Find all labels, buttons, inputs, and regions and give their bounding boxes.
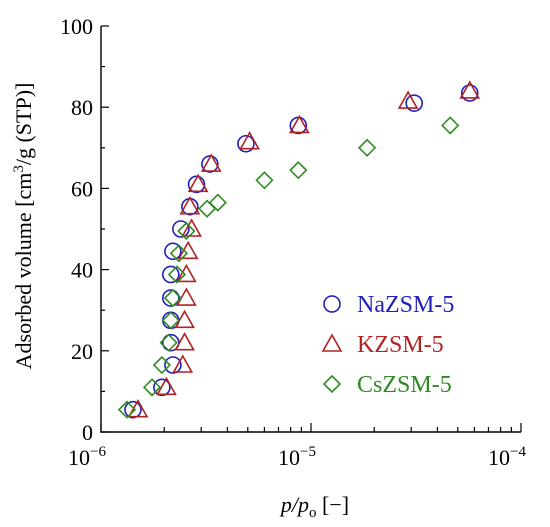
data-point bbox=[288, 114, 310, 134]
x-tick-label: 10−5 bbox=[278, 444, 316, 470]
data-point bbox=[187, 175, 206, 194]
data-point bbox=[357, 138, 377, 157]
legend-label: CsZSM-5 bbox=[357, 372, 452, 398]
data-point bbox=[117, 400, 137, 419]
legend-label: KZSM-5 bbox=[357, 332, 444, 358]
x-axis-label-main: p/p bbox=[279, 492, 309, 517]
x-axis-label-suffix: [−] bbox=[317, 492, 350, 517]
y-axis-ticks: 0 20 40 60 80 100 bbox=[60, 14, 109, 445]
data-point bbox=[177, 221, 196, 241]
data-point bbox=[159, 333, 178, 352]
data-point bbox=[169, 244, 189, 263]
data-point bbox=[172, 220, 190, 238]
data-point bbox=[124, 400, 142, 419]
y-axis-label-prefix: Adsorbed volume [cm bbox=[11, 173, 36, 370]
y-tick-label: 20 bbox=[71, 339, 93, 364]
data-point bbox=[181, 218, 202, 237]
data-point bbox=[163, 288, 183, 308]
data-point bbox=[162, 289, 180, 307]
data-point bbox=[174, 332, 195, 351]
legend-marker bbox=[321, 333, 343, 352]
y-tick-label: 40 bbox=[71, 258, 93, 283]
x-axis-label: p/po [−] bbox=[279, 492, 349, 521]
y-tick-label: 60 bbox=[71, 176, 93, 201]
series-cszsm-5 bbox=[117, 116, 460, 419]
data-point bbox=[237, 134, 255, 153]
data-point bbox=[460, 84, 479, 102]
data-point bbox=[459, 80, 481, 99]
data-series bbox=[117, 80, 481, 419]
data-point bbox=[289, 160, 308, 180]
data-point bbox=[177, 240, 199, 260]
legend-label: NaZSM-5 bbox=[357, 292, 454, 318]
data-point bbox=[397, 90, 419, 109]
data-point bbox=[405, 94, 423, 112]
data-point bbox=[176, 263, 197, 283]
legend-marker bbox=[322, 374, 342, 394]
data-point bbox=[179, 196, 201, 215]
data-point bbox=[167, 265, 187, 284]
data-point bbox=[156, 376, 177, 396]
legend: NaZSM-5 KZSM-5 CsZSM-5 bbox=[321, 292, 454, 398]
y-tick-label: 0 bbox=[82, 420, 93, 445]
data-point bbox=[255, 171, 274, 190]
data-point bbox=[208, 193, 227, 212]
data-point bbox=[172, 354, 194, 373]
data-point bbox=[152, 355, 172, 375]
data-point bbox=[200, 153, 222, 172]
y-tick-label: 100 bbox=[60, 14, 93, 39]
x-tick-label: 10−4 bbox=[488, 444, 526, 470]
data-point bbox=[164, 356, 182, 374]
y-tick-label: 80 bbox=[71, 95, 93, 120]
data-point bbox=[176, 287, 197, 306]
y-axis-label-sup: 3 bbox=[11, 165, 27, 173]
x-axis-ticks: 10−6 10−5 10−4 bbox=[68, 423, 526, 470]
data-point bbox=[174, 309, 195, 329]
data-point bbox=[161, 311, 180, 330]
x-axis-label-sub: o bbox=[309, 505, 317, 521]
legend-marker bbox=[323, 295, 341, 313]
y-axis-label: Adsorbed volume [cm3/g (STP)] bbox=[11, 83, 36, 370]
data-point bbox=[441, 116, 460, 135]
data-point bbox=[164, 242, 182, 261]
data-point bbox=[153, 378, 171, 397]
y-axis-label-suffix: /g (STP)] bbox=[11, 83, 36, 166]
x-tick-label: 10−6 bbox=[68, 444, 106, 470]
data-point bbox=[197, 199, 217, 218]
data-point bbox=[162, 265, 180, 284]
data-point bbox=[239, 131, 260, 150]
data-point bbox=[142, 378, 162, 397]
data-point bbox=[187, 173, 209, 193]
series-nazsm-5 bbox=[124, 84, 479, 419]
